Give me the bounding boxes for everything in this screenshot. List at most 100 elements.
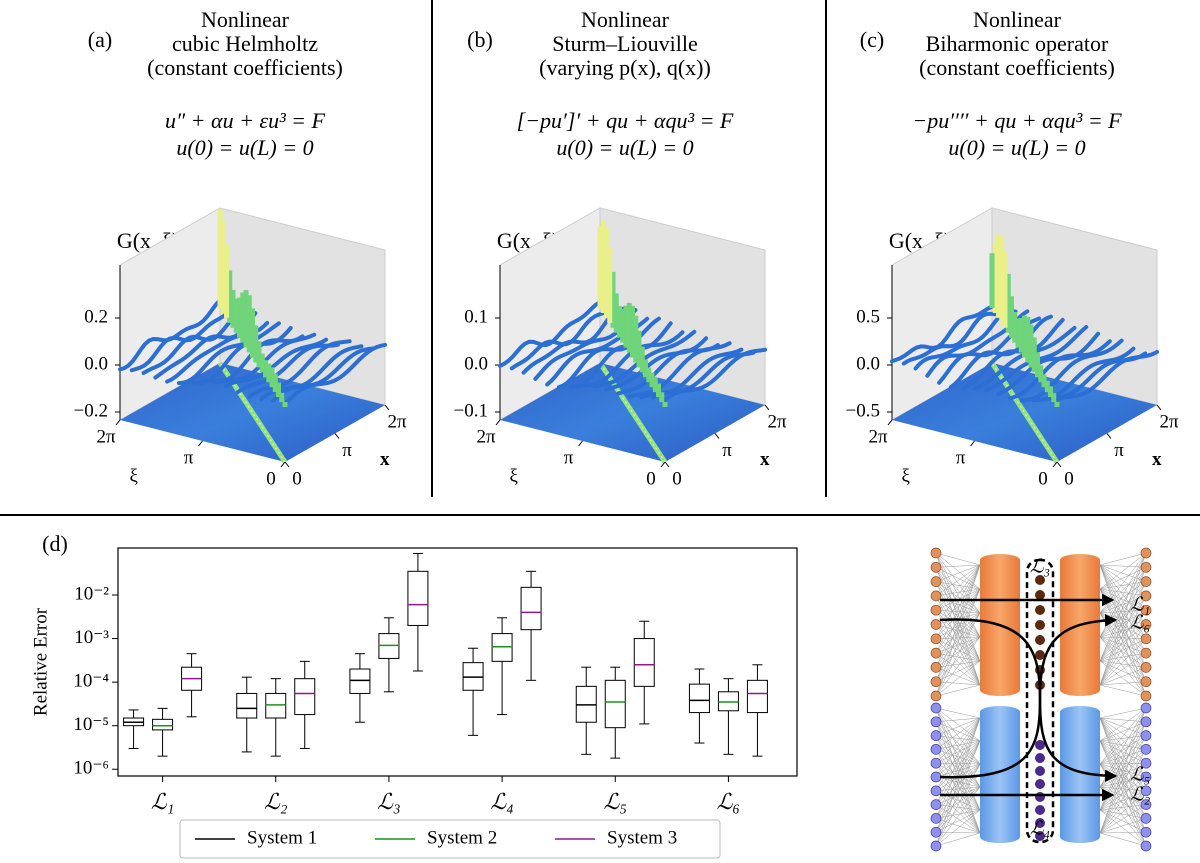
connection [935,612,981,640]
connection [935,581,981,590]
connection [935,636,981,697]
layer-cap [1060,684,1100,696]
connection [935,612,981,697]
z-tick-label: 0.0 [856,353,880,374]
connection [1099,717,1147,723]
node [930,619,942,630]
xi-tick-label: 2π [868,426,888,447]
x-tick [714,433,720,439]
diagram-label: ℒ₂ [1130,784,1151,805]
x-tick [384,404,390,411]
node [1140,604,1152,616]
connection [1099,717,1147,833]
xi-axis-label: ξ [902,466,911,487]
y-tick-label: 10⁻⁴ [73,670,109,691]
xi-tick [115,419,121,426]
box-body [746,679,768,714]
connection [935,564,981,654]
x-tick [764,404,770,411]
panel-label: (a) [88,27,112,52]
connection [935,717,981,819]
connection [935,612,981,682]
x-tick-label: 2π [1159,411,1179,432]
connection [935,612,981,668]
surface-line [615,343,720,396]
node [930,744,942,755]
connection [1099,564,1147,654]
connection [935,636,981,640]
box [746,664,768,757]
arrow [939,614,1118,779]
node [1140,547,1152,559]
box-body [520,586,542,631]
box [633,620,655,725]
connection [935,763,981,833]
x-tick-label: 0 [672,468,682,489]
connection [935,588,981,639]
connection [1099,740,1147,750]
connection [1099,636,1147,640]
connection [935,717,981,750]
connection [1099,564,1147,697]
diagram-label: ℒ₆ [1130,612,1150,633]
connection [1099,735,1147,765]
surface-line [176,321,281,386]
x-tick-label: ℒ₃ [377,789,401,814]
connection [935,567,981,590]
connection [935,763,981,778]
node [1140,840,1152,852]
x-axis-label: x [760,449,770,470]
connection [1099,717,1147,805]
box [181,653,203,718]
connection [935,721,981,765]
x-tick [334,433,340,439]
connection [935,552,981,614]
connection [935,564,981,682]
surface-line [556,316,661,390]
connection [1099,762,1147,765]
diagram-label: ℒ₃ [1030,556,1050,577]
connection [1099,740,1147,847]
connection [935,749,981,765]
panel-title: Nonlinear [581,7,670,32]
box [407,552,429,672]
box-body [604,679,626,729]
node [930,576,942,587]
box [491,617,513,716]
xi-tick-label: π [564,447,574,468]
latent-node [1035,740,1045,750]
box [236,676,258,753]
connection [935,609,981,614]
connection [1099,831,1147,834]
xi-tick [660,461,666,468]
x-tick [1106,433,1112,439]
xi-tick-label: 0 [646,468,656,489]
diagram-label: ℒ₄ [1030,818,1050,839]
node [1140,771,1152,783]
x-tick-label: 2π [387,411,407,432]
box [265,678,287,757]
box-body [491,633,513,662]
connection [1099,612,1147,697]
panel-title: (varying p(x), q(x)) [539,55,711,80]
x-tick-label: 0 [1064,468,1074,489]
connection [935,564,981,625]
connection [1099,552,1147,566]
connection [935,740,981,847]
latent-node [1035,805,1045,815]
node [930,702,942,714]
node [1140,785,1152,797]
connection [1099,707,1147,765]
connection [935,717,981,723]
node [1140,757,1152,769]
surface-line [604,336,709,392]
node [930,813,942,824]
node [1140,813,1152,824]
y-tick-label: 10⁻³ [74,627,109,648]
layer-cap [1060,706,1100,718]
connection [935,740,981,764]
xi-tick-label: π [184,447,194,468]
connection [935,564,981,611]
surface-line [1043,351,1148,401]
surface-line [118,298,222,372]
